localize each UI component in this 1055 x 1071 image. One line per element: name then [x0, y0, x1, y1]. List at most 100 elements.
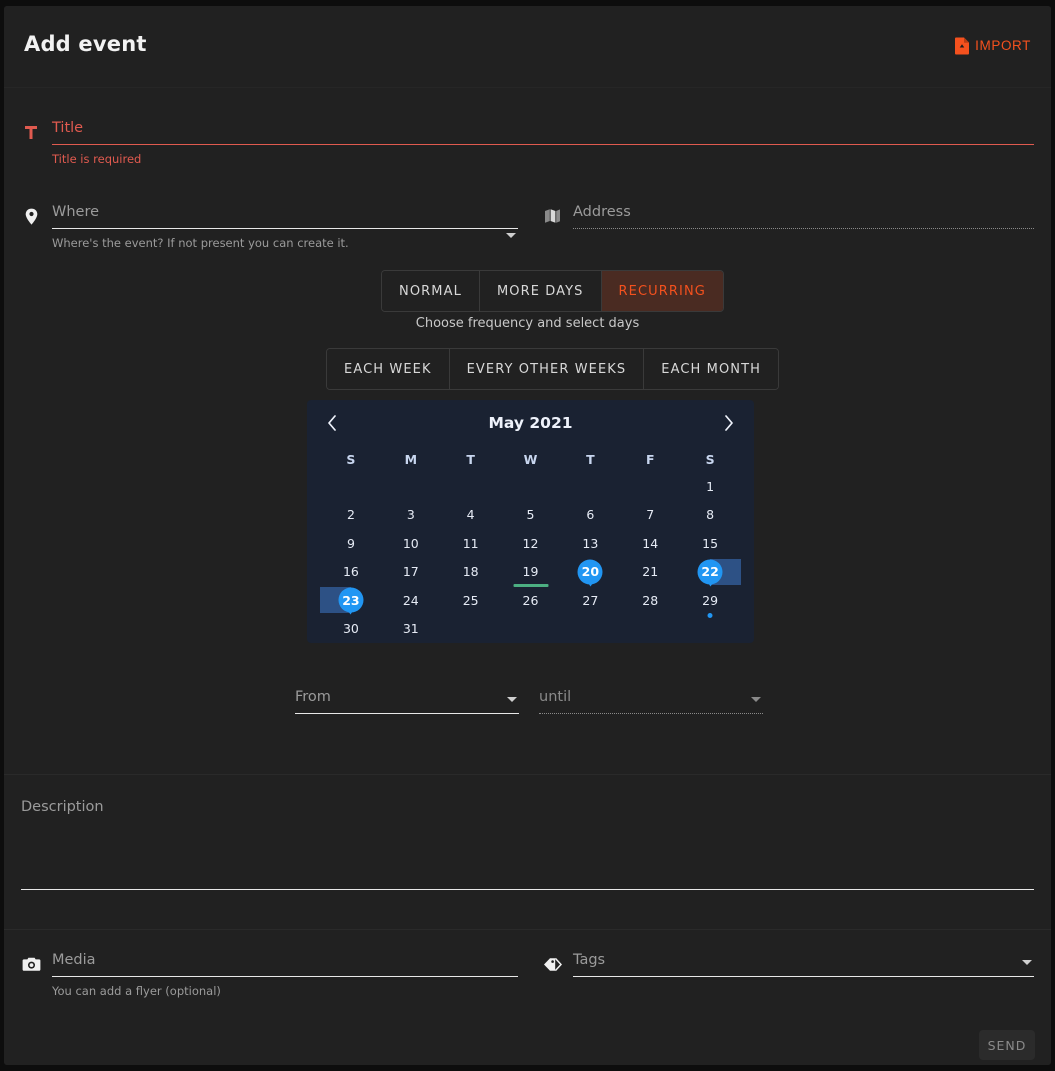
- calendar-day-number: 6: [586, 507, 595, 523]
- until-label[interactable]: until: [539, 689, 572, 705]
- calendar-day-13[interactable]: 13: [560, 529, 620, 558]
- calendar-day-5[interactable]: 5: [501, 501, 561, 530]
- calendar-day-26[interactable]: 26: [501, 586, 561, 615]
- from-field: From: [295, 689, 519, 714]
- frequency-every-other-weeks[interactable]: EVERY OTHER WEEKS: [449, 349, 645, 389]
- from-label[interactable]: From: [295, 689, 331, 705]
- chevron-down-icon[interactable]: [1022, 960, 1032, 965]
- calendar-day-24[interactable]: 24: [381, 586, 441, 615]
- until-underline: [539, 713, 763, 714]
- calendar-day-11[interactable]: 11: [441, 529, 501, 558]
- address-field: Address: [542, 204, 1034, 229]
- calendar-day-empty: [560, 615, 620, 644]
- chevron-down-icon[interactable]: [507, 697, 517, 702]
- calendar-day-3[interactable]: 3: [381, 501, 441, 530]
- calendar-day-15[interactable]: 15: [680, 529, 740, 558]
- send-button[interactable]: SEND: [979, 1030, 1035, 1060]
- calendar-week-row: 1: [321, 472, 740, 501]
- calendar-day-number: 27: [582, 592, 599, 608]
- tags-label[interactable]: Tags: [573, 952, 606, 968]
- calendar-day-25[interactable]: 25: [441, 586, 501, 615]
- calendar-day-number: 24: [402, 592, 419, 608]
- calendar-day-number: 8: [706, 507, 715, 523]
- camera-icon: [21, 954, 41, 974]
- calendar-selection-pin-icon: [697, 559, 723, 587]
- calendar-day-number: 3: [406, 507, 415, 523]
- calendar-day-number: 28: [642, 592, 659, 608]
- text-format-icon: [21, 122, 41, 142]
- calendar-day-number: 19: [522, 564, 539, 580]
- calendar-day-30[interactable]: 30: [321, 615, 381, 644]
- calendar-day-19[interactable]: 19: [501, 558, 561, 587]
- calendar-month-label: May 2021: [488, 414, 573, 432]
- dow-3: W: [523, 451, 538, 467]
- dow-0: S: [346, 451, 356, 467]
- calendar-day-number: 13: [582, 535, 599, 551]
- frequency-each-month[interactable]: EACH MONTH: [644, 349, 779, 389]
- calendar-day-29[interactable]: 29: [680, 586, 740, 618]
- title-underline: [52, 144, 1034, 145]
- calendar-day-number: 29: [702, 592, 719, 608]
- event-type-hint: Choose frequency and select days: [415, 316, 640, 331]
- media-tags-section: Media You can add a flyer (optional) Tag…: [4, 929, 1051, 1065]
- import-button[interactable]: IMPORT: [950, 34, 1035, 57]
- calendar-day-14[interactable]: 14: [620, 529, 680, 558]
- calendar-day-number: 1: [706, 478, 715, 494]
- media-hint: You can add a flyer (optional): [52, 984, 221, 998]
- calendar-day-number: 11: [462, 535, 479, 551]
- calendar-week-row: 23 24 25 26 27 28 29: [320, 586, 740, 618]
- tab-recurring[interactable]: RECURRING: [601, 271, 723, 311]
- dow-2: T: [466, 451, 475, 467]
- dow-5: F: [645, 451, 655, 467]
- calendar-day-27[interactable]: 27: [560, 586, 620, 615]
- import-label: IMPORT: [975, 38, 1031, 53]
- calendar-header: May 2021: [307, 400, 754, 446]
- calendar-day-4[interactable]: 4: [441, 501, 501, 530]
- chevron-left-icon[interactable]: [315, 400, 349, 446]
- calendar-selection-pin-icon: [577, 559, 603, 587]
- calendar-day-number: 26: [522, 592, 539, 608]
- calendar-day-empty: [501, 615, 561, 644]
- title-field: Title Title is required: [21, 120, 1034, 166]
- chevron-right-icon[interactable]: [712, 400, 746, 446]
- calendar-day-21[interactable]: 21: [620, 558, 680, 587]
- calendar-today-indicator: [513, 584, 548, 587]
- calendar-day-2[interactable]: 2: [321, 501, 381, 530]
- dialog-header: Add event IMPORT: [4, 6, 1051, 88]
- calendar-day-9[interactable]: 9: [321, 529, 381, 558]
- calendar-day-18[interactable]: 18: [441, 558, 501, 587]
- calendar-week-row: 30 31: [321, 615, 740, 644]
- calendar-day-23[interactable]: 23: [320, 586, 381, 615]
- frequency-each-week[interactable]: EACH WEEK: [327, 349, 450, 389]
- description-label: Description: [21, 799, 104, 815]
- calendar-day-empty: [620, 615, 680, 644]
- calendar-day-8[interactable]: 8: [680, 501, 740, 530]
- title-label: Title: [52, 120, 84, 136]
- calendar-dow-row: S M T W T F S: [321, 446, 740, 472]
- description-section[interactable]: Description: [4, 774, 1051, 929]
- calendar-week-row: 9 10 11 12 13 14 15: [321, 529, 740, 558]
- where-label[interactable]: Where: [52, 204, 100, 220]
- tab-more-days[interactable]: MORE DAYS: [479, 271, 602, 311]
- calendar-day-6[interactable]: 6: [560, 501, 620, 530]
- calendar-day-28[interactable]: 28: [620, 586, 680, 615]
- calendar-day-20[interactable]: 20: [560, 558, 620, 587]
- address-underline: [573, 228, 1034, 229]
- media-label[interactable]: Media: [52, 952, 96, 968]
- chevron-down-icon[interactable]: [506, 233, 516, 238]
- calendar-day-12[interactable]: 12: [501, 529, 561, 558]
- file-import-icon: [954, 36, 971, 55]
- calendar-day-10[interactable]: 10: [381, 529, 441, 558]
- tab-normal[interactable]: NORMAL: [382, 271, 480, 311]
- calendar-day-22[interactable]: 22: [680, 558, 742, 587]
- calendar-day-empty: [501, 472, 561, 501]
- calendar-day-7[interactable]: 7: [620, 501, 680, 530]
- calendar-day-17[interactable]: 17: [381, 558, 441, 587]
- calendar-day-16[interactable]: 16: [321, 558, 381, 587]
- calendar-day-31[interactable]: 31: [381, 615, 441, 644]
- chevron-down-icon[interactable]: [751, 697, 761, 702]
- calendar-day-1[interactable]: 1: [680, 472, 740, 501]
- address-label[interactable]: Address: [573, 204, 631, 220]
- calendar-day-number: 31: [402, 621, 419, 637]
- until-field: until: [539, 689, 763, 714]
